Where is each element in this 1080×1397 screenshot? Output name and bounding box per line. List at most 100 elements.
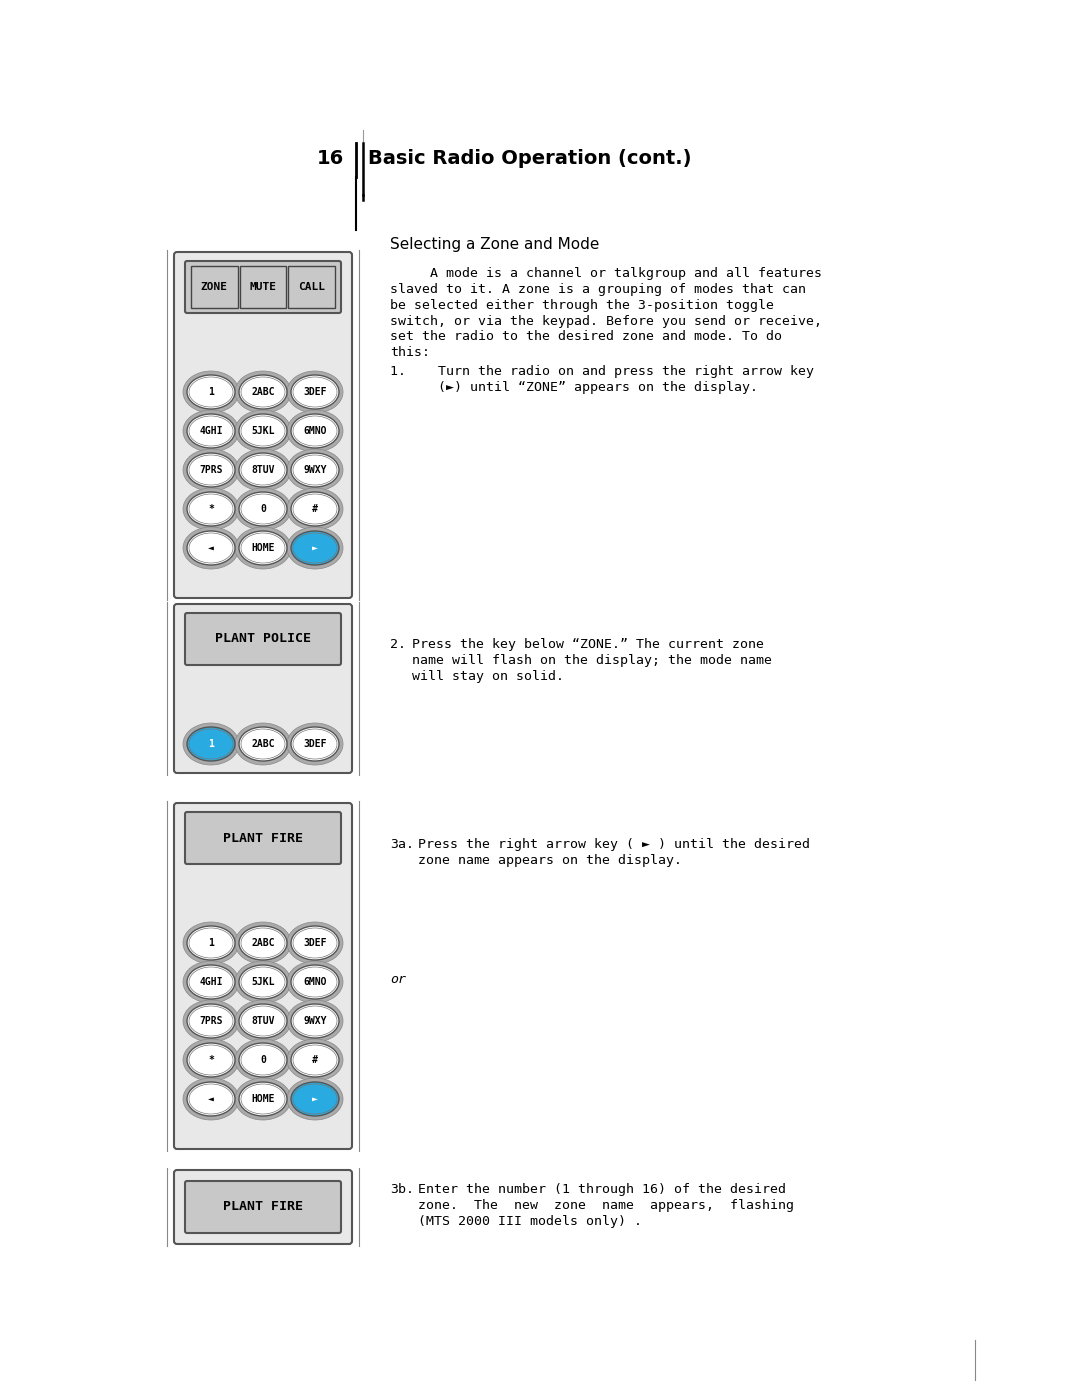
Text: 2ABC: 2ABC <box>252 387 274 397</box>
Text: 3b.: 3b. <box>390 1183 414 1196</box>
FancyBboxPatch shape <box>185 261 341 313</box>
Ellipse shape <box>287 409 343 453</box>
Ellipse shape <box>287 1078 343 1120</box>
FancyBboxPatch shape <box>288 265 335 307</box>
Text: Basic Radio Operation (cont.): Basic Radio Operation (cont.) <box>368 148 691 168</box>
Ellipse shape <box>239 374 287 409</box>
Text: 0: 0 <box>260 504 266 514</box>
Ellipse shape <box>239 492 287 527</box>
Ellipse shape <box>187 1044 235 1077</box>
Ellipse shape <box>235 1078 291 1120</box>
Ellipse shape <box>287 372 343 414</box>
Ellipse shape <box>235 409 291 453</box>
Text: 1: 1 <box>208 387 214 397</box>
Ellipse shape <box>235 372 291 414</box>
Ellipse shape <box>183 448 239 490</box>
Text: 9WXY: 9WXY <box>303 465 327 475</box>
Ellipse shape <box>291 531 339 564</box>
Text: 3DEF: 3DEF <box>303 937 327 949</box>
Ellipse shape <box>187 453 235 488</box>
Text: ◄: ◄ <box>208 1094 214 1104</box>
Text: Press the key below “ZONE.” The current zone: Press the key below “ZONE.” The current … <box>411 638 764 651</box>
Text: 4GHI: 4GHI <box>199 977 222 988</box>
Ellipse shape <box>239 531 287 564</box>
Text: be selected either through the 3-position toggle: be selected either through the 3-positio… <box>390 299 774 312</box>
Ellipse shape <box>239 1044 287 1077</box>
Ellipse shape <box>235 1000 291 1042</box>
Ellipse shape <box>287 724 343 766</box>
Text: 5JKL: 5JKL <box>252 426 274 436</box>
Text: 4GHI: 4GHI <box>199 426 222 436</box>
FancyBboxPatch shape <box>191 265 238 307</box>
FancyBboxPatch shape <box>185 613 341 665</box>
Text: *: * <box>208 1055 214 1065</box>
Text: ◄: ◄ <box>208 543 214 553</box>
Ellipse shape <box>187 414 235 448</box>
Ellipse shape <box>291 1004 339 1038</box>
Text: 9WXY: 9WXY <box>303 1016 327 1025</box>
Ellipse shape <box>183 1039 239 1081</box>
FancyBboxPatch shape <box>240 265 286 307</box>
Text: 16: 16 <box>316 148 345 168</box>
Text: switch, or via the keypad. Before you send or receive,: switch, or via the keypad. Before you se… <box>390 314 822 327</box>
Ellipse shape <box>183 724 239 766</box>
Text: ►: ► <box>312 543 318 553</box>
Text: 2.: 2. <box>390 638 406 651</box>
Ellipse shape <box>239 1083 287 1116</box>
Ellipse shape <box>183 488 239 529</box>
Text: A mode is a channel or talkgroup and all features: A mode is a channel or talkgroup and all… <box>390 267 822 279</box>
Ellipse shape <box>291 453 339 488</box>
Ellipse shape <box>235 961 291 1003</box>
Ellipse shape <box>187 492 235 527</box>
Text: or: or <box>390 972 406 986</box>
Text: CALL: CALL <box>298 282 325 292</box>
Ellipse shape <box>291 492 339 527</box>
Text: 6MNO: 6MNO <box>303 426 327 436</box>
Text: 1: 1 <box>208 937 214 949</box>
Ellipse shape <box>291 726 339 761</box>
Ellipse shape <box>291 926 339 960</box>
Ellipse shape <box>187 1004 235 1038</box>
Text: 0: 0 <box>260 1055 266 1065</box>
Ellipse shape <box>291 965 339 999</box>
Ellipse shape <box>235 527 291 569</box>
Text: #: # <box>312 1055 318 1065</box>
Text: ►: ► <box>312 1094 318 1104</box>
Text: 8TUV: 8TUV <box>252 1016 274 1025</box>
Text: 7PRS: 7PRS <box>199 465 222 475</box>
Ellipse shape <box>287 488 343 529</box>
Text: ZONE: ZONE <box>201 282 228 292</box>
Ellipse shape <box>235 448 291 490</box>
Text: Enter the number (1 through 16) of the desired: Enter the number (1 through 16) of the d… <box>418 1183 786 1196</box>
Text: 7PRS: 7PRS <box>199 1016 222 1025</box>
Ellipse shape <box>287 527 343 569</box>
Ellipse shape <box>239 1004 287 1038</box>
Ellipse shape <box>235 488 291 529</box>
Ellipse shape <box>183 922 239 964</box>
Ellipse shape <box>291 1044 339 1077</box>
Text: 3a.: 3a. <box>390 838 414 851</box>
Text: PLANT FIRE: PLANT FIRE <box>222 1200 303 1214</box>
FancyBboxPatch shape <box>174 803 352 1148</box>
Ellipse shape <box>287 961 343 1003</box>
Ellipse shape <box>187 1083 235 1116</box>
Text: (MTS 2000 III models only) .: (MTS 2000 III models only) . <box>418 1215 642 1228</box>
Text: PLANT POLICE: PLANT POLICE <box>215 633 311 645</box>
Ellipse shape <box>287 1000 343 1042</box>
Ellipse shape <box>183 372 239 414</box>
Ellipse shape <box>287 922 343 964</box>
Text: Selecting a Zone and Mode: Selecting a Zone and Mode <box>390 237 599 253</box>
Text: zone name appears on the display.: zone name appears on the display. <box>418 854 681 868</box>
Text: Press the right arrow key ( ► ) until the desired: Press the right arrow key ( ► ) until th… <box>418 838 810 851</box>
Ellipse shape <box>187 726 235 761</box>
Text: set the radio to the desired zone and mode. To do: set the radio to the desired zone and mo… <box>390 331 782 344</box>
Ellipse shape <box>239 726 287 761</box>
Ellipse shape <box>183 961 239 1003</box>
Text: 2ABC: 2ABC <box>252 739 274 749</box>
Text: #: # <box>312 504 318 514</box>
Ellipse shape <box>239 414 287 448</box>
Ellipse shape <box>291 1083 339 1116</box>
FancyBboxPatch shape <box>174 604 352 773</box>
Text: slaved to it. A zone is a grouping of modes that can: slaved to it. A zone is a grouping of mo… <box>390 282 806 296</box>
Text: 3DEF: 3DEF <box>303 739 327 749</box>
